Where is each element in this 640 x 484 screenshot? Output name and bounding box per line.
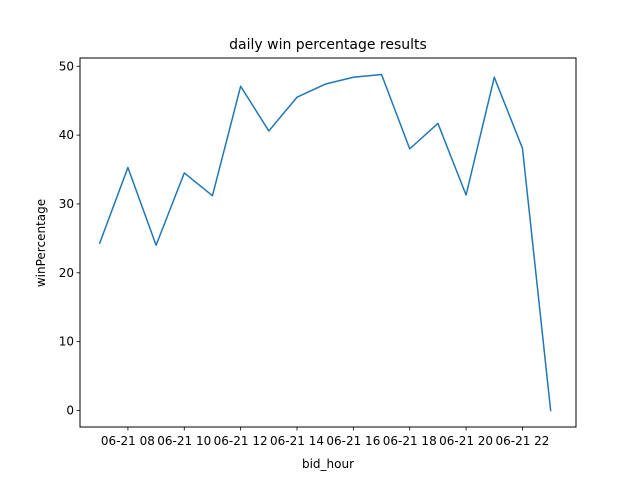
x-tick-label: 06-21 10 [157,434,211,448]
x-tick-label: 06-21 12 [214,434,268,448]
x-tick-label: 06-21 18 [383,434,437,448]
x-tick-label: 06-21 08 [101,434,155,448]
x-tick-label: 06-21 22 [495,434,549,448]
y-tick-label: 40 [59,128,74,142]
chart-title: daily win percentage results [229,37,427,53]
y-tick-label: 10 [59,335,74,349]
y-tick-label: 20 [59,266,74,280]
x-tick-label: 06-21 16 [326,434,380,448]
x-axis-label: bid_hour [302,457,354,471]
x-tick-label: 06-21 20 [439,434,493,448]
y-axis-label: winPercentage [34,199,48,287]
y-tick-label: 30 [59,197,74,211]
x-tick-label: 06-21 14 [270,434,324,448]
y-tick-label: 50 [59,59,74,73]
y-tick-label: 0 [66,403,74,417]
